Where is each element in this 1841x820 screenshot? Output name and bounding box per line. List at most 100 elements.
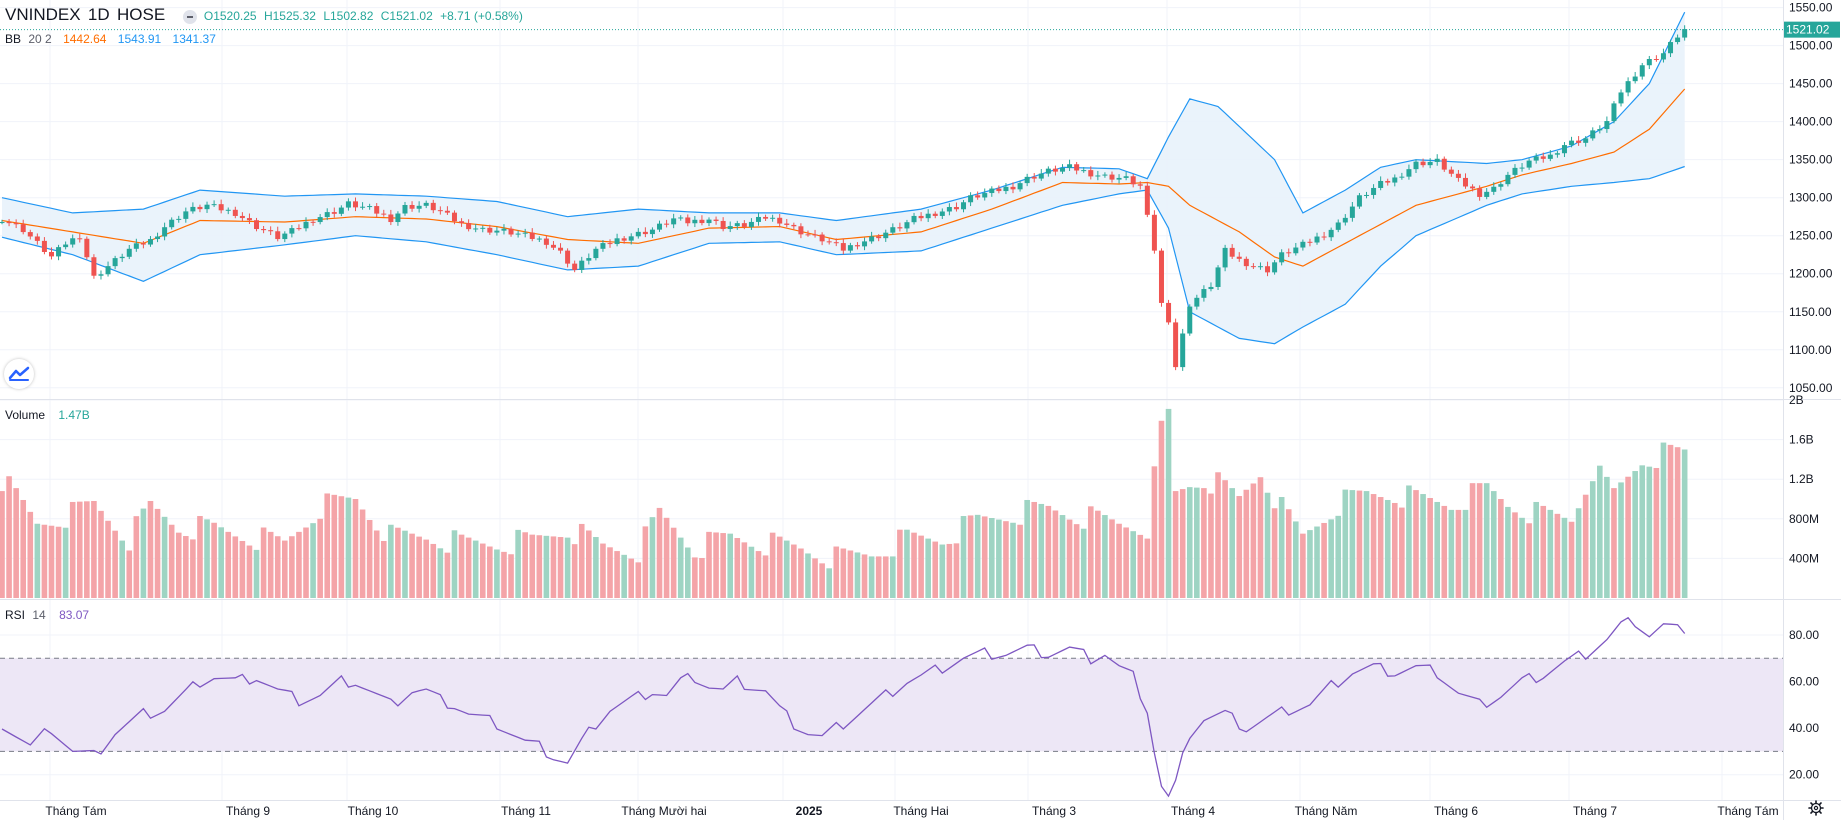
volume-bar [1003, 521, 1009, 598]
volume-bar [819, 563, 825, 598]
candle-body [635, 231, 641, 237]
candle-body [1144, 185, 1150, 215]
volume-bar [996, 519, 1002, 598]
candle-body [1569, 140, 1575, 146]
rsi-band-fill [0, 658, 1783, 752]
candle-body [720, 220, 726, 230]
volume-bar [1434, 501, 1441, 598]
volume-bar [1052, 510, 1059, 598]
candle-body [48, 251, 54, 257]
volume-bar [1123, 527, 1129, 598]
candle-body [261, 229, 267, 231]
volume-bar [798, 548, 804, 598]
candle-body [1307, 241, 1313, 243]
candle-body [784, 223, 790, 225]
volume-bar [55, 526, 62, 598]
volume-bar [183, 536, 189, 598]
volume-bar [1017, 524, 1023, 598]
candle-body [1378, 180, 1384, 188]
candle-body [1010, 186, 1016, 190]
candle-body [536, 238, 542, 240]
candle-body [1109, 174, 1115, 180]
volume-bar [1045, 505, 1052, 598]
candle-body [183, 211, 189, 219]
volume-bar [140, 508, 147, 598]
candle-body [480, 227, 486, 229]
volume-legend[interactable]: Volume 1.47B [5, 408, 94, 422]
rsi-legend[interactable]: RSI 14 83.07 [5, 608, 93, 622]
interval-label[interactable]: 1D [87, 5, 110, 24]
candle-body [331, 212, 337, 214]
volume-axis-label: 1.6B [1789, 433, 1814, 447]
candle-body [1392, 177, 1398, 183]
volume-bar [6, 476, 12, 598]
bb-legend[interactable]: BB 20 2 1442.64 1543.91 1341.37 [5, 32, 220, 46]
collapse-legend-button[interactable] [182, 9, 197, 24]
candle-body [84, 238, 90, 258]
volume-bar [34, 523, 41, 598]
price-axis-label: 1200.00 [1789, 267, 1833, 281]
volume-bar [748, 546, 755, 598]
volume-bar [522, 532, 528, 598]
volume-bar [925, 538, 931, 598]
volume-bar [1575, 508, 1582, 598]
candle-body [423, 202, 429, 206]
volume-bar [904, 529, 910, 598]
volume-bar [310, 523, 316, 598]
time-axis-label: Tháng 3 [1032, 804, 1076, 818]
volume-bar [91, 500, 97, 598]
candle-body [169, 219, 175, 228]
volume-bar [444, 552, 451, 598]
candle-body [190, 206, 196, 212]
volume-bar [1660, 442, 1667, 598]
candle-body [1272, 262, 1278, 273]
candle-body [946, 207, 952, 212]
candle-body [586, 258, 592, 261]
volume-bar [352, 499, 359, 598]
volume-bar [826, 568, 832, 598]
volume-bar [1625, 476, 1631, 598]
volume-bar [536, 535, 543, 598]
volume-bar [1490, 491, 1497, 598]
candle-body [706, 219, 712, 224]
volume-bar [713, 532, 719, 598]
candle-body [296, 228, 302, 230]
tradingview-logo[interactable] [4, 359, 34, 389]
candle-body [317, 217, 323, 223]
volume-bar [1172, 491, 1179, 598]
volume-bar [479, 543, 486, 598]
candle-body [1554, 153, 1560, 155]
candle-body [27, 232, 33, 237]
rsi-axis-label: 40.00 [1789, 721, 1819, 735]
candle-body [1243, 258, 1249, 267]
settings-gear-icon[interactable] [1808, 800, 1824, 816]
volume-bar [1278, 497, 1285, 598]
candle-body [1660, 53, 1666, 60]
candle-body [324, 212, 330, 218]
price-axis-label: 1350.00 [1789, 153, 1833, 167]
volume-bar [854, 552, 861, 598]
candle-body [1293, 247, 1299, 254]
candle-body [1484, 191, 1490, 197]
price-axis-label: 1450.00 [1789, 77, 1833, 91]
candle-body [6, 222, 12, 224]
price-axis-label: 1300.00 [1789, 191, 1833, 205]
symbol-name[interactable]: VNINDEX [5, 5, 81, 24]
candle-body [1498, 184, 1504, 187]
candle-body [939, 211, 945, 216]
volume-bar [1165, 408, 1172, 598]
volume-bar [543, 535, 550, 598]
volume-bar [706, 531, 712, 598]
volume-bar [98, 510, 104, 598]
candle-body [63, 244, 69, 248]
time-axis-label: Tháng 4 [1171, 804, 1215, 818]
candle-body [1477, 188, 1483, 197]
volume-bar [1406, 485, 1412, 598]
last-price-tag [1784, 21, 1840, 38]
volume-bar [699, 558, 705, 598]
volume-bar [1151, 466, 1158, 598]
volume-bar [684, 547, 691, 598]
volume-bar [69, 501, 76, 598]
volume-bar [204, 519, 210, 598]
